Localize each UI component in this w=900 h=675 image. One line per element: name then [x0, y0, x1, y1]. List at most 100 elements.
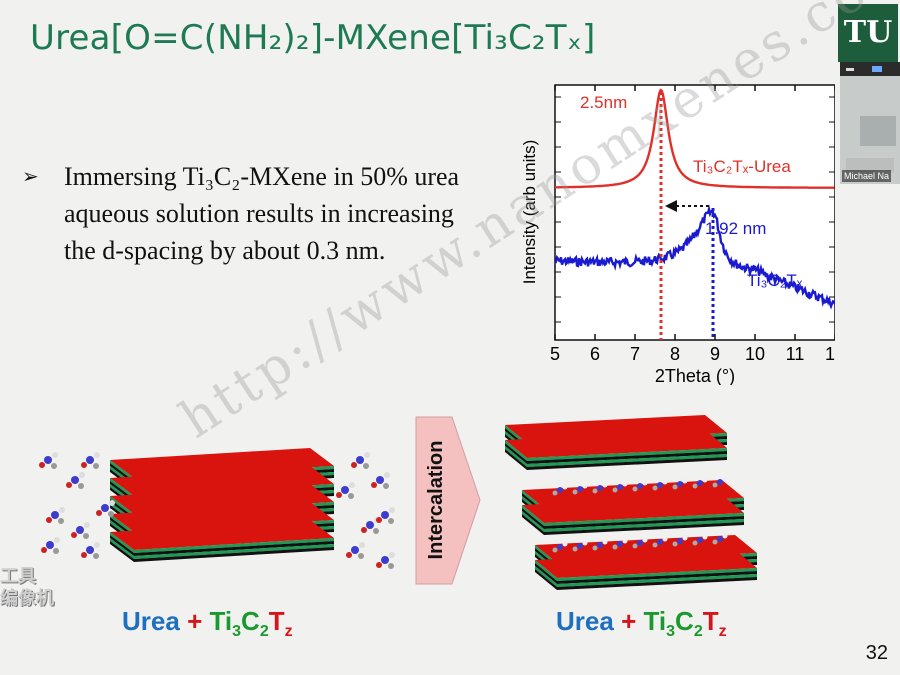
- mxene-sheet-edge: [557, 574, 757, 587]
- urea-atom: [388, 518, 394, 524]
- urea-atom: [51, 511, 59, 519]
- urea-atom: [602, 539, 608, 545]
- urea-atom: [692, 483, 698, 489]
- mxene-sheet-edge: [134, 541, 334, 556]
- pristine-mxene-illustration: [39, 448, 395, 569]
- mxene-sheet: [110, 520, 334, 550]
- bullet-arrow-icon: ➢: [22, 164, 39, 188]
- urea-atom: [363, 463, 369, 469]
- mxene-sheet-edge: [527, 448, 727, 461]
- urea-atom: [632, 543, 638, 549]
- urea-atom: [389, 552, 395, 558]
- urea-atom: [622, 538, 628, 544]
- series-mxene-line: [554, 204, 835, 310]
- urea-atom: [381, 511, 389, 519]
- caption-left: Urea + Ti3C2Tz: [122, 606, 293, 641]
- participant-video-thumbnail[interactable]: Michael Na: [840, 62, 900, 184]
- urea-atom: [52, 452, 58, 458]
- urea-atom: [364, 452, 370, 458]
- urea-atom: [41, 547, 47, 553]
- mxene-sheet-edge: [544, 522, 744, 535]
- mxene-sheet: [505, 430, 727, 458]
- video-toolbar: [840, 62, 900, 76]
- urea-atom: [552, 547, 558, 553]
- urea-atom: [697, 480, 703, 486]
- urea-atom: [341, 486, 349, 494]
- peak-label-urea: 2.5nm: [580, 93, 627, 112]
- urea-atom: [381, 556, 389, 564]
- shift-arrow-head: [665, 200, 677, 212]
- bullet-text: Immersing Ti₃C₂-MXene in 50% urea aqueou…: [64, 162, 460, 265]
- urea-atom: [93, 553, 99, 559]
- mxene-sheet: [505, 415, 727, 443]
- urea-atom: [349, 482, 355, 488]
- urea-atom: [336, 492, 342, 498]
- urea-molecules: [39, 452, 395, 569]
- mxene-sheet-side: [535, 569, 557, 590]
- urea-atom: [592, 488, 598, 494]
- caption-right: Urea + Ti3C2Tz: [556, 606, 727, 641]
- series-label-mxene: Ti₃C₂Tₓ: [747, 271, 803, 290]
- urea-atom: [46, 541, 54, 549]
- urea-atom: [557, 544, 563, 550]
- mxene-sheet-side: [522, 511, 544, 532]
- caption-right-plus: +: [621, 606, 637, 636]
- urea-atom: [44, 456, 52, 464]
- caption-right-mxene: Ti3C2: [643, 606, 703, 641]
- urea-atom: [93, 463, 99, 469]
- urea-atom: [652, 542, 658, 548]
- urea-atom: [359, 542, 365, 548]
- video-status-icon: [872, 66, 882, 72]
- mxene-sheet-side: [110, 514, 134, 535]
- urea-atom: [722, 476, 728, 482]
- mxene-sheet-edge: [544, 516, 744, 529]
- urea-atom: [582, 483, 588, 489]
- urea-atom: [101, 504, 109, 512]
- x-tick-label: 6: [590, 344, 600, 364]
- mxene-sheet-edge: [557, 568, 757, 581]
- participant-name: Michael Na: [842, 170, 892, 182]
- urea-atom: [552, 490, 558, 496]
- x-axis-label: 2Theta (°): [655, 366, 735, 385]
- caption-left-plus: +: [187, 606, 203, 636]
- urea-atom: [388, 563, 394, 569]
- urea-atom: [672, 484, 678, 490]
- urea-atom: [657, 539, 663, 545]
- overlay-line-2: 编像机: [0, 588, 54, 609]
- urea-atom: [94, 542, 100, 548]
- caption-left-mxene: Ti3C2: [209, 606, 269, 641]
- overlay-line-1: 工具: [0, 566, 36, 587]
- y-axis-label: Intensity (arb units): [520, 140, 539, 285]
- urea-atom: [677, 481, 683, 487]
- urea-atom: [602, 482, 608, 488]
- urea-atom: [108, 511, 114, 517]
- mxene-sheet: [110, 502, 334, 532]
- arrow-label: Intercalation: [425, 441, 447, 560]
- participant-video-feed: [840, 76, 900, 184]
- urea-atom: [572, 546, 578, 552]
- urea-atom: [81, 552, 87, 558]
- caption-right-urea: Urea: [556, 606, 614, 636]
- urea-atom: [54, 537, 60, 543]
- caption-right-tz: Tz: [702, 606, 727, 641]
- urea-atom: [94, 452, 100, 458]
- urea-atom: [96, 510, 102, 516]
- urea-atom: [376, 517, 382, 523]
- urea-atom: [617, 541, 623, 547]
- urea-atom: [642, 537, 648, 543]
- mxene-sheet-edge: [134, 547, 334, 562]
- minimize-icon[interactable]: [846, 68, 854, 71]
- urea-atom: [597, 485, 603, 491]
- urea-atom: [86, 456, 94, 464]
- urea-atom: [346, 552, 352, 558]
- mxene-sheet-side: [535, 566, 557, 587]
- intercalation-arrow: Intercalation: [415, 416, 481, 585]
- mxene-sheet-edge: [134, 544, 334, 559]
- urea-atom: [637, 483, 643, 489]
- urea-atom: [557, 487, 563, 493]
- urea-atom: [348, 493, 354, 499]
- urea-atom: [109, 500, 115, 506]
- urea-atom: [657, 482, 663, 488]
- urea-atom: [672, 541, 678, 547]
- urea-atom: [39, 462, 45, 468]
